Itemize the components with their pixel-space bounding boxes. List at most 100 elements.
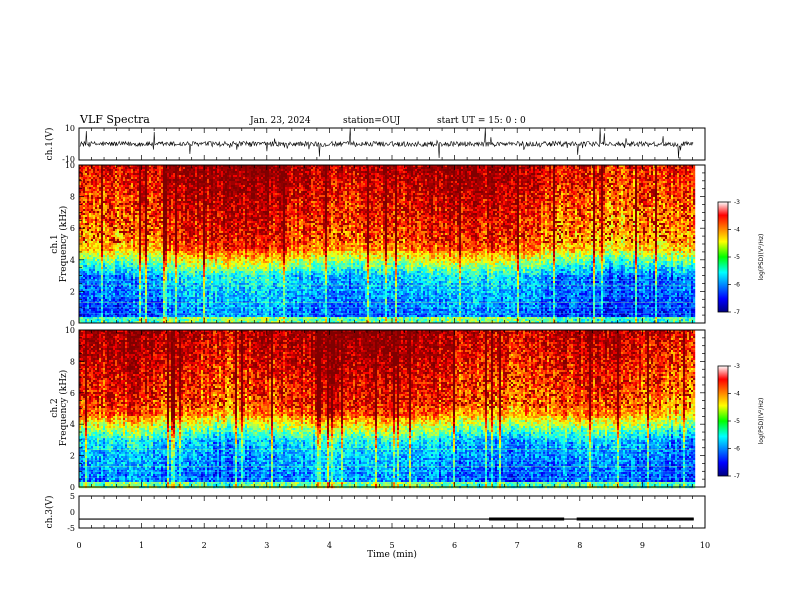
spectrogram-cell <box>187 283 190 286</box>
spectrogram-cell <box>165 311 168 314</box>
spectrogram-cell <box>109 193 112 196</box>
spectrogram-cell <box>145 309 148 312</box>
spectrogram-cell <box>117 287 120 290</box>
spectrogram-cell <box>103 311 106 314</box>
spectrogram-cell <box>163 175 166 178</box>
spectrogram-cell <box>123 281 126 284</box>
spectrogram-cell <box>153 217 156 220</box>
spectrogram-cell <box>115 189 118 192</box>
spectrogram-cell <box>139 209 142 212</box>
spectrogram-cell <box>181 217 184 220</box>
spectrogram-cell <box>149 305 152 308</box>
spectrogram-cell <box>155 243 158 246</box>
spectrogram-cell <box>199 169 202 172</box>
spectrogram-cell <box>165 165 168 168</box>
spectrogram-cell <box>121 267 124 270</box>
spectrogram-cell <box>159 193 162 196</box>
spectrogram-cell <box>109 305 112 308</box>
spectrogram-cell <box>197 319 200 322</box>
spectrogram-cell <box>153 255 156 258</box>
spectrogram-cell <box>111 235 114 238</box>
spectrogram-cell <box>135 311 138 314</box>
spectrogram-cell <box>119 167 122 170</box>
spectrogram-cell <box>127 311 130 314</box>
spectrogram-cell <box>81 197 84 200</box>
spectrogram-cell <box>143 179 146 182</box>
spectrogram-cell <box>113 217 116 220</box>
spectrogram-cell <box>153 203 156 206</box>
spectrogram-cell <box>137 217 140 220</box>
spectrogram-cell <box>173 293 176 296</box>
spectrogram-cell <box>97 315 100 318</box>
spectrogram-cell <box>177 193 180 196</box>
spectrogram-cell <box>181 253 184 256</box>
spectrogram-cell <box>181 251 184 254</box>
spectrogram-cell <box>173 265 176 268</box>
spectrogram-cell <box>185 207 188 210</box>
spectrogram-cell <box>145 293 148 296</box>
spectrogram-cell <box>103 175 106 178</box>
spectrogram-cell <box>147 213 150 216</box>
spectrogram-cell <box>197 209 200 212</box>
spectrogram-cell <box>157 219 160 222</box>
spectrogram-cell <box>157 269 160 272</box>
spectrogram-cell <box>103 267 106 270</box>
spectrogram-cell <box>115 215 118 218</box>
spectrogram-cell <box>97 265 100 268</box>
spectrogram-cell <box>141 275 144 278</box>
spectrogram-cell <box>145 269 148 272</box>
spectrogram-cell <box>121 201 124 204</box>
spectrogram-cell <box>149 215 152 218</box>
spectrogram-cell <box>89 205 92 208</box>
spectrogram-cell <box>83 237 86 240</box>
spectrogram-cell <box>121 211 124 214</box>
spectrogram-cell <box>141 201 144 204</box>
spectrogram-cell <box>161 309 164 312</box>
spectrogram-cell <box>173 309 176 312</box>
spectrogram-cell <box>193 305 196 308</box>
spectrogram-cell <box>145 229 148 232</box>
spectrogram-cell <box>171 287 174 290</box>
spectrogram-cell <box>123 313 126 316</box>
spectrogram-cell <box>91 277 94 280</box>
spectrogram-cell <box>193 203 196 206</box>
spectrogram-cell <box>109 275 112 278</box>
spectrogram-cell <box>191 217 194 220</box>
spectrogram-cell <box>97 177 100 180</box>
spectrogram-cell <box>189 219 192 222</box>
spectrogram-cell <box>153 277 156 280</box>
spectrogram-cell <box>101 179 104 182</box>
spectrogram-cell <box>115 219 118 222</box>
spectrogram-cell <box>109 297 112 300</box>
spectrogram-cell <box>123 311 126 314</box>
spectrogram-cell <box>155 195 158 198</box>
spectrogram-cell <box>111 197 114 200</box>
spectrogram-cell <box>167 197 170 200</box>
spectrogram-cell <box>191 285 194 288</box>
spectrogram-cell <box>181 241 184 244</box>
spectrogram-cell <box>145 285 148 288</box>
spectrogram-cell <box>111 185 114 188</box>
spectrogram-cell <box>155 257 158 260</box>
spectrogram-cell <box>81 165 84 168</box>
spectrogram-cell <box>99 221 102 224</box>
spectrogram-cell <box>145 223 148 226</box>
spectrogram-cell <box>139 227 142 230</box>
spectrogram-cell <box>119 313 122 316</box>
spectrogram-cell <box>113 205 116 208</box>
spectrogram-cell <box>163 297 166 300</box>
spectrogram-cell <box>111 313 114 316</box>
spectrogram-cell <box>113 175 116 178</box>
spectrogram-cell <box>191 177 194 180</box>
spectrogram-cell <box>121 207 124 210</box>
spectrogram-cell <box>97 209 100 212</box>
spectrogram-cell <box>153 245 156 248</box>
spectrogram-cell <box>149 251 152 254</box>
spectrogram-cell <box>129 195 132 198</box>
spectrogram-cell <box>185 249 188 252</box>
spectrogram-cell <box>131 167 134 170</box>
spectrogram-cell <box>101 217 104 220</box>
spectrogram-cell <box>83 193 86 196</box>
spectrogram-cell <box>133 301 136 304</box>
spectrogram-cell <box>153 213 156 216</box>
